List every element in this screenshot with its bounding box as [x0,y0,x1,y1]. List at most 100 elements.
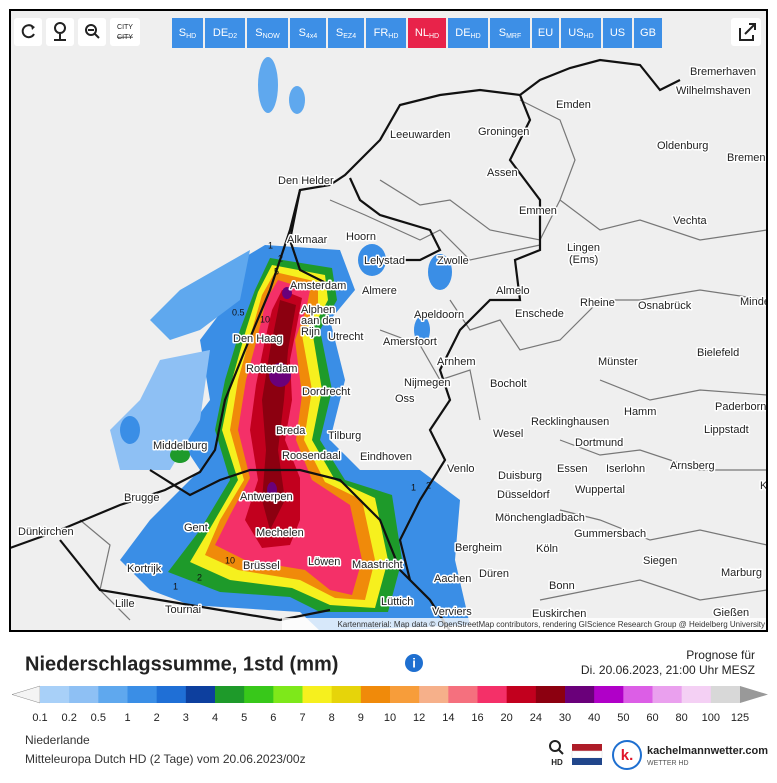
button-sub: HD [429,33,439,40]
city-labels: Bremerhaven Wilhelmshaven Emden Leeuwarden G… [17,64,768,621]
button-sub: HD [471,33,481,40]
model-button[interactable] [532,18,559,48]
reload-icon [21,24,35,39]
model-button[interactable] [448,18,488,48]
info-button[interactable] [405,654,423,672]
model-button-label: GB [640,27,656,39]
city-label: Oss [395,393,415,405]
legend-label: 100 [702,712,720,724]
pin-base [54,34,66,41]
legend-swatch [156,686,187,703]
button-main: S [499,27,506,39]
city-label: Eindhoven [360,451,412,463]
city-label: Zwolle [437,255,469,267]
share-icon [739,23,756,41]
city-label: Bielefeld [697,347,739,359]
model-button[interactable] [634,18,662,48]
legend-label: 40 [588,712,600,724]
model-button[interactable] [603,18,632,48]
contour-label: 10 [260,314,270,324]
model-button-label: DED2 [213,27,237,40]
forecast-time: Di. 20.06.2023, 21:00 Uhr MESZ [581,663,755,677]
city-label: Middelburg [153,440,207,452]
model-button[interactable] [490,18,530,48]
model-button[interactable] [205,18,245,48]
legend-title: Niederschlagssumme, 1std (mm) [25,653,338,675]
zoom-button[interactable] [78,18,106,46]
city-label: Rotterdam [246,363,297,375]
city-label: Gießen [713,607,749,619]
city-label: Duisburg [498,470,542,482]
city-label: Dortmund [575,437,623,449]
zoom-handle [88,29,100,39]
button-sub: NOW [263,33,281,40]
model-button[interactable] [366,18,406,48]
legend-label: 0.1 [32,712,47,724]
tool-icons: CITY CITY [14,18,761,46]
model-button[interactable] [247,18,288,48]
legend-swatch [710,686,741,703]
legend-label: 0.5 [91,712,106,724]
city-label: Tournai [165,604,201,616]
model-button-label: S4x4 [299,27,318,40]
legend-swatch [565,686,595,703]
logo-circle [612,740,642,770]
legend-swatch [69,686,99,703]
city-label: aan den [301,315,341,327]
city-label: Lingen [567,242,600,254]
precipitation [110,57,470,631]
legend-label: 16 [471,712,483,724]
city-label: Venlo [447,463,475,475]
legend-label: 20 [501,712,513,724]
model-button-label: SHD [179,27,196,40]
contour-label: 5 [274,266,279,276]
city-label: Bonn [549,580,575,592]
city-label: Wilhelmshaven [676,85,751,97]
city-label: Essen [557,463,588,475]
city-label: Amsterdam [290,280,346,292]
legend-label: 125 [731,712,749,724]
city-label: Wesel [493,428,523,440]
button-main: S [336,27,343,39]
legend-label: 5 [241,712,247,724]
legend-label: 24 [530,712,542,724]
legend-swatch [506,686,537,703]
hd-label: HD [551,758,563,767]
button-main: NL [415,27,429,39]
legend-swatch [623,686,653,703]
city-label: Dünkirchen [18,526,74,538]
model-button[interactable] [290,18,326,48]
model-button[interactable] [328,18,364,48]
city-label: Hamm [624,406,656,418]
legend-arrow-right [740,686,768,703]
model-buttons: SHD DED2 SNOW S4x4 SEZ4 FRHD NLHD DEHD SMRF EU USH… [172,18,662,48]
city-label: Lelystad [364,255,405,267]
city-label: Gummersbach [574,528,646,540]
reload-button[interactable] [14,18,42,46]
hd-handle [558,749,564,755]
model-button-label: SMRF [499,27,522,40]
legend-label: 0.2 [62,712,77,724]
model-button[interactable] [172,18,203,48]
legend-swatch [419,686,449,703]
city-label: Leeuwarden [390,129,451,141]
logo-tag: WETTER HD [647,760,689,767]
model-button[interactable] [408,18,446,48]
city-label: Paderborn [715,401,766,413]
logo-mark: k. [621,747,634,764]
model-button-label: SEZ4 [336,27,356,40]
city-label: Breda [276,425,306,437]
city-label: Vechta [673,215,708,227]
legend-swatch [98,686,128,703]
legend-swatch [652,686,683,703]
legend-swatch [244,686,274,703]
button-main: US [568,27,583,39]
button-main: DE [213,27,228,39]
model-button-label: DEHD [455,27,480,40]
model-button[interactable] [561,18,601,48]
legend-swatch [302,686,333,703]
city-button[interactable] [110,18,140,46]
city-label: Mönchengladbach [495,512,585,524]
